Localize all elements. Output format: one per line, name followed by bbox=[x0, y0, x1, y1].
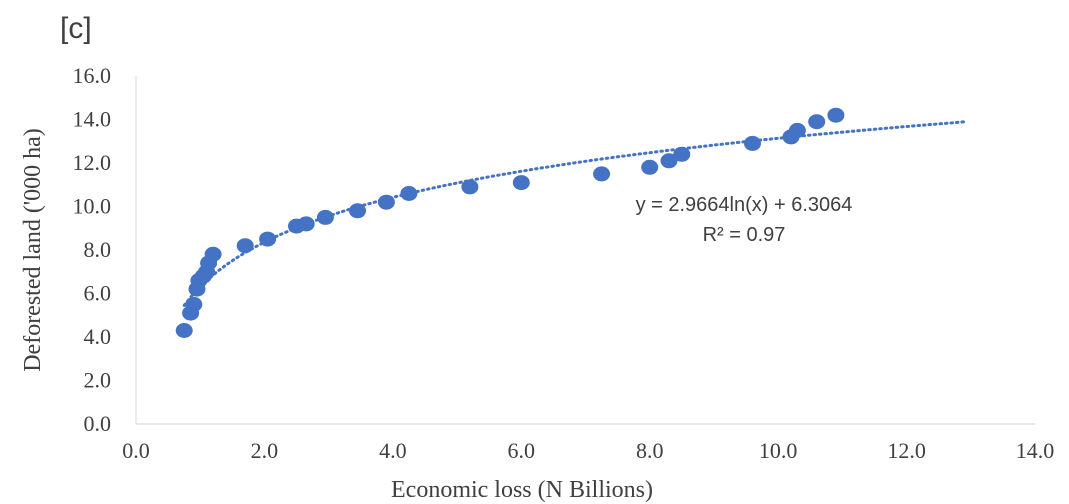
x-tick-label: 10.0 bbox=[759, 438, 798, 463]
y-tick-label: 10.0 bbox=[73, 194, 112, 219]
x-tick-label: 4.0 bbox=[379, 438, 407, 463]
y-tick-label: 8.0 bbox=[84, 237, 112, 262]
data-point bbox=[316, 209, 334, 225]
data-point bbox=[744, 135, 761, 151]
y-tick-label: 2.0 bbox=[84, 368, 112, 393]
x-axis-title: Economic loss (N Billions) bbox=[391, 477, 653, 503]
y-tick-label: 14.0 bbox=[73, 107, 112, 132]
data-point bbox=[641, 159, 659, 175]
data-point bbox=[461, 179, 479, 195]
x-tick-label: 0.0 bbox=[122, 438, 150, 463]
data-points bbox=[175, 107, 845, 338]
x-tick-label: 6.0 bbox=[508, 438, 536, 463]
trendline-equation: y = 2.9664ln(x) + 6.3064 bbox=[636, 194, 853, 216]
data-point bbox=[808, 114, 826, 130]
panel-label: [c] bbox=[60, 12, 92, 45]
x-tick-label: 2.0 bbox=[251, 438, 279, 463]
x-tick-labels: 0.0 2.0 4.0 6.0 8.0 10.0 12.0 14.0 bbox=[122, 438, 1054, 463]
data-point bbox=[593, 166, 611, 182]
r-squared: R² = 0.97 bbox=[703, 224, 786, 246]
data-point bbox=[400, 186, 418, 201]
y-tick-label: 16.0 bbox=[73, 63, 112, 88]
y-tick-label: 0.0 bbox=[84, 411, 112, 436]
data-point bbox=[377, 194, 395, 210]
data-point bbox=[349, 203, 366, 219]
y-tick-label: 12.0 bbox=[73, 150, 112, 175]
data-point bbox=[204, 246, 222, 262]
data-point bbox=[236, 238, 254, 254]
x-tick-label: 12.0 bbox=[887, 438, 926, 463]
y-tick-label: 6.0 bbox=[84, 281, 112, 306]
data-point bbox=[512, 175, 530, 191]
y-tick-label: 4.0 bbox=[84, 324, 112, 349]
data-point bbox=[297, 216, 315, 232]
data-point bbox=[259, 231, 277, 247]
data-point bbox=[175, 323, 193, 338]
data-point bbox=[185, 296, 203, 312]
x-tick-label: 8.0 bbox=[636, 438, 664, 463]
y-axis-title: Deforested land ('000 ha) bbox=[20, 128, 46, 372]
data-point bbox=[788, 122, 806, 138]
data-point bbox=[660, 153, 678, 169]
data-point bbox=[673, 146, 691, 162]
x-tick-label: 14.0 bbox=[1016, 438, 1055, 463]
data-point bbox=[827, 107, 845, 123]
y-tick-labels: 0.0 2.0 4.0 6.0 8.0 10.0 12.0 14.0 16.0 bbox=[73, 63, 112, 436]
trendline bbox=[182, 120, 966, 307]
